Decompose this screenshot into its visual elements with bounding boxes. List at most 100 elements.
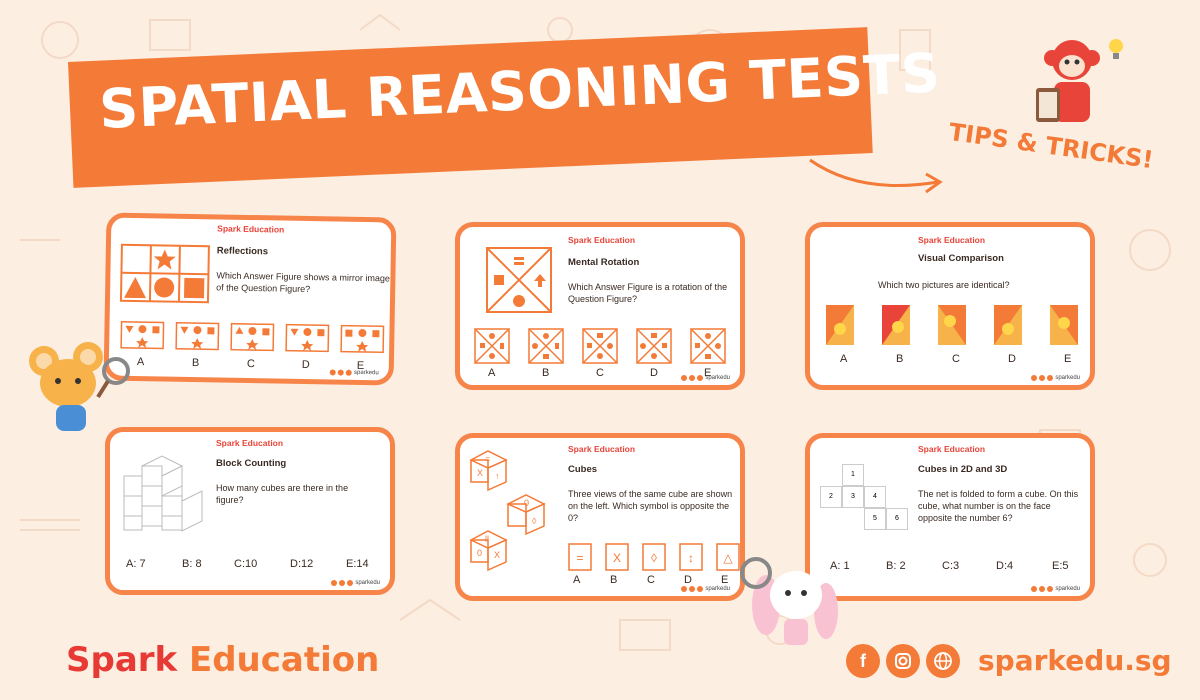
card-brand: Spark Education [568, 235, 636, 245]
card-footer: sparkedu [331, 580, 380, 586]
monkey-mascot-icon [1036, 39, 1123, 122]
curved-arrow-icon [809, 158, 943, 194]
card-brand: Spark Education [918, 235, 986, 245]
footer-logo: Spark Education [66, 640, 379, 680]
net-cell: 1 [842, 464, 864, 486]
option-a[interactable]: A [136, 356, 145, 369]
instagram-icon[interactable] [886, 644, 920, 678]
option-c[interactable]: C:3 [942, 560, 960, 572]
svg-text:△: △ [723, 551, 733, 565]
answer-figures [474, 328, 726, 364]
card-question: Which two pictures are identical? [878, 280, 1010, 290]
card-block-counting: Spark Education Block Counting How many … [105, 427, 395, 595]
svg-text:X: X [494, 550, 500, 560]
cube-net: 1 2 3 4 5 6 [818, 464, 918, 544]
option-b[interactable]: B: 2 [886, 560, 906, 572]
card-footer: sparkedu [1031, 586, 1080, 592]
card-question: Which Answer Figure is a rotation of the… [568, 282, 728, 304]
option-d[interactable]: D [684, 574, 692, 586]
website-link[interactable]: sparkedu.sg [978, 644, 1172, 677]
card-site: sparkedu [353, 369, 379, 377]
card-mental-rotation: Spark Education Mental Rotation Which An… [455, 222, 745, 390]
card-footer: sparkedu [681, 586, 730, 592]
option-c[interactable]: C [952, 353, 960, 365]
card-site: sparkedu [705, 375, 730, 381]
cube-answer-symbols: = X ◊ ↕ △ [568, 543, 740, 571]
card-question: Three views of the same cube are shown o… [568, 489, 733, 523]
card-title: Visual Comparison [918, 253, 1004, 264]
svg-text:X: X [477, 468, 483, 478]
option-d[interactable]: D [650, 367, 658, 379]
option-c[interactable]: C [647, 574, 655, 586]
svg-text:0: 0 [477, 548, 482, 558]
option-e[interactable]: E:14 [346, 558, 369, 570]
card-site: sparkedu [355, 580, 380, 586]
option-e[interactable]: E [704, 367, 712, 379]
card-cubes-2d-3d: Spark Education Cubes in 2D and 3D The n… [805, 433, 1095, 601]
card-title: Block Counting [216, 458, 287, 469]
card-brand: Spark Education [217, 223, 285, 235]
card-question: How many cubes are there in the figure? [216, 483, 349, 505]
globe-icon[interactable] [926, 644, 960, 678]
footer-logo-spark: Spark [66, 640, 178, 680]
net-cell: 2 [820, 486, 842, 508]
footer-logo-education: Education [177, 640, 380, 680]
card-footer: sparkedu [329, 369, 379, 377]
svg-text:0: 0 [524, 498, 529, 508]
option-d[interactable]: D:4 [996, 560, 1014, 572]
comparison-pictures [826, 305, 1078, 345]
card-visual-comparison: Spark Education Visual Comparison Which … [805, 222, 1095, 390]
option-e[interactable]: E:5 [1052, 560, 1069, 572]
card-cubes: Spark Education Cubes Three views of the… [455, 433, 745, 601]
option-b[interactable]: B [191, 356, 200, 370]
facebook-icon[interactable]: f [846, 644, 880, 678]
card-question: Which Answer Figure shows a mirror image… [216, 270, 391, 295]
net-cell: 3 [842, 486, 864, 508]
option-a[interactable]: A: 7 [126, 558, 146, 570]
net-cell: 5 [864, 508, 886, 530]
question-figure [119, 243, 210, 304]
option-e[interactable]: E [721, 574, 729, 586]
card-site: sparkedu [1055, 586, 1080, 592]
card-question: The net is folded to form a cube. On thi… [918, 489, 1079, 523]
card-footer: sparkedu [1031, 375, 1080, 381]
option-b[interactable]: B [896, 353, 904, 365]
card-brand: Spark Education [918, 444, 986, 454]
svg-text:◊: ◊ [651, 551, 657, 565]
option-b[interactable]: B [542, 367, 550, 379]
svg-text:=: = [576, 551, 583, 565]
net-cell: 6 [886, 508, 908, 530]
option-c[interactable]: C [246, 357, 255, 371]
option-e[interactable]: E [1064, 353, 1072, 365]
svg-text:ll: ll [485, 534, 489, 544]
option-d[interactable]: D:12 [290, 558, 314, 570]
bunny-mascot-icon [740, 557, 838, 645]
option-b[interactable]: B [610, 574, 618, 586]
svg-text:=: = [485, 454, 490, 464]
option-a[interactable]: A [573, 574, 581, 586]
svg-text:↕: ↕ [688, 551, 694, 565]
option-a[interactable]: A [488, 367, 496, 379]
svg-text:X: X [613, 551, 621, 565]
option-d[interactable]: D [301, 358, 310, 372]
mouse-mascot-icon [29, 342, 130, 431]
option-a[interactable]: A [840, 353, 848, 365]
card-brand: Spark Education [568, 444, 636, 454]
option-b[interactable]: B: 8 [182, 558, 202, 570]
svg-text:↑: ↑ [495, 471, 500, 481]
option-c[interactable]: C [596, 367, 604, 379]
card-brand: Spark Education [216, 438, 284, 448]
block-figure [123, 455, 203, 532]
card-title: Reflections [216, 245, 269, 258]
card-reflections: Spark Education Reflections Which Answer… [103, 212, 397, 386]
card-title: Cubes [568, 464, 598, 475]
card-title: Mental Rotation [568, 257, 640, 268]
card-site: sparkedu [1055, 375, 1080, 381]
option-d[interactable]: D [1008, 353, 1016, 365]
net-cell: 4 [864, 486, 886, 508]
question-figure [486, 247, 552, 313]
option-a[interactable]: A: 1 [830, 560, 850, 572]
option-c[interactable]: C:10 [234, 558, 258, 570]
card-site: sparkedu [705, 586, 730, 592]
svg-text:◊: ◊ [532, 516, 537, 526]
